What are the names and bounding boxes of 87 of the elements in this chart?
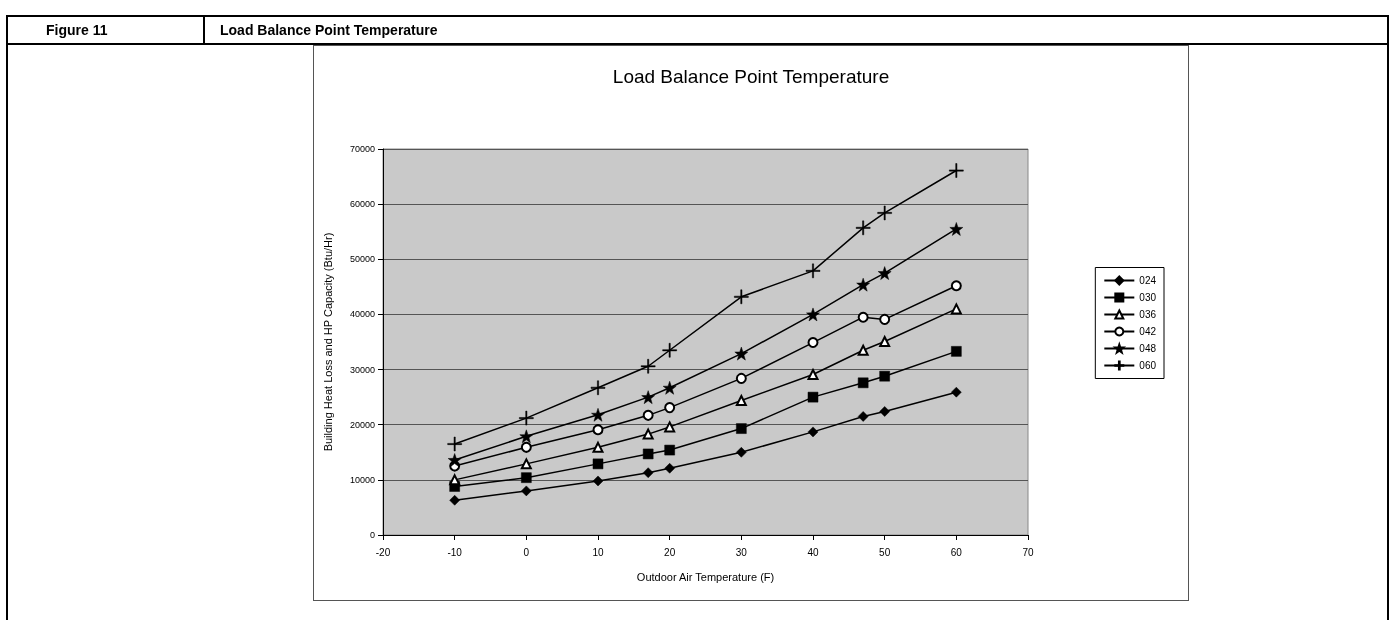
point xyxy=(951,386,962,398)
y-tick-label: 50000 xyxy=(349,254,375,265)
point xyxy=(951,346,962,357)
y-tick-label: 10000 xyxy=(349,474,375,485)
point xyxy=(447,436,462,452)
point xyxy=(734,289,749,305)
point xyxy=(662,343,677,358)
x-tick-label: 70 xyxy=(1022,546,1034,558)
point xyxy=(950,280,962,292)
text: Load Balance Point Temperature xyxy=(220,21,438,40)
caption: Figure 11 xyxy=(8,17,205,43)
y-tick-label: 30000 xyxy=(349,364,375,375)
x-tick-label: 0 xyxy=(523,546,530,558)
point xyxy=(447,453,462,467)
point xyxy=(592,475,604,487)
point xyxy=(856,277,870,292)
point xyxy=(807,337,819,349)
point xyxy=(736,423,747,434)
point xyxy=(664,444,675,456)
point xyxy=(879,335,891,347)
point xyxy=(449,474,461,486)
point xyxy=(449,495,460,506)
point xyxy=(736,447,747,458)
y-axis-title: Building Heat Loss and HP Capacity (Btu/Hr) xyxy=(321,232,334,452)
point xyxy=(592,441,604,453)
y-tick-label: 40000 xyxy=(349,309,375,320)
legend-label: 030 xyxy=(1139,292,1157,303)
point xyxy=(592,458,604,470)
point xyxy=(949,163,964,178)
legend-label: 060 xyxy=(1139,360,1157,371)
legend-label: 048 xyxy=(1139,343,1157,354)
chart-title: Load Balance Point Temperature xyxy=(612,66,890,87)
x-tick-label: -10 xyxy=(447,546,463,558)
legend-label: 036 xyxy=(1139,309,1157,320)
point xyxy=(877,266,892,280)
point xyxy=(855,220,871,236)
y-tick-label: 70000 xyxy=(349,144,375,154)
point xyxy=(520,458,532,470)
point xyxy=(735,372,747,384)
y-tick-label: 60000 xyxy=(349,199,375,210)
point xyxy=(521,485,532,497)
x-tick-label: 10 xyxy=(592,546,604,558)
point xyxy=(641,390,655,404)
x-tick-label: 30 xyxy=(735,546,748,558)
y-tick-label: 20000 xyxy=(349,419,375,430)
point xyxy=(950,303,962,315)
x-tick-label: 50 xyxy=(879,546,891,558)
x-tick-label: 40 xyxy=(807,546,819,558)
point xyxy=(805,263,821,279)
point xyxy=(807,391,819,403)
point xyxy=(642,467,654,478)
legend-label: 024 xyxy=(1139,275,1157,286)
point xyxy=(735,394,747,406)
point xyxy=(857,377,869,389)
point xyxy=(949,222,964,236)
point xyxy=(857,344,869,356)
point xyxy=(640,359,656,374)
point xyxy=(590,380,606,396)
point xyxy=(879,313,891,325)
point xyxy=(521,472,532,483)
x-tick-label: 60 xyxy=(950,546,963,558)
point xyxy=(807,426,819,438)
point xyxy=(807,369,819,381)
x-tick-label: 20 xyxy=(664,546,676,558)
point xyxy=(857,411,869,422)
x-axis-title: Outdoor Air Temperature (F) xyxy=(636,570,775,583)
point xyxy=(520,441,532,453)
point xyxy=(664,463,675,474)
point xyxy=(857,311,869,323)
point xyxy=(879,406,890,417)
point xyxy=(879,370,890,382)
legend-label: 042 xyxy=(1139,326,1157,337)
point xyxy=(662,381,677,395)
point xyxy=(664,421,676,433)
point xyxy=(519,410,534,426)
point xyxy=(592,424,604,436)
x-tick-label: -20 xyxy=(375,546,391,558)
y-tick-label: 0 xyxy=(369,530,375,540)
point xyxy=(734,346,749,361)
point xyxy=(642,428,654,440)
point xyxy=(877,205,892,221)
point xyxy=(591,408,605,422)
point xyxy=(664,402,676,414)
point xyxy=(642,409,654,421)
point xyxy=(642,448,654,460)
point xyxy=(806,307,820,322)
point xyxy=(519,429,534,444)
